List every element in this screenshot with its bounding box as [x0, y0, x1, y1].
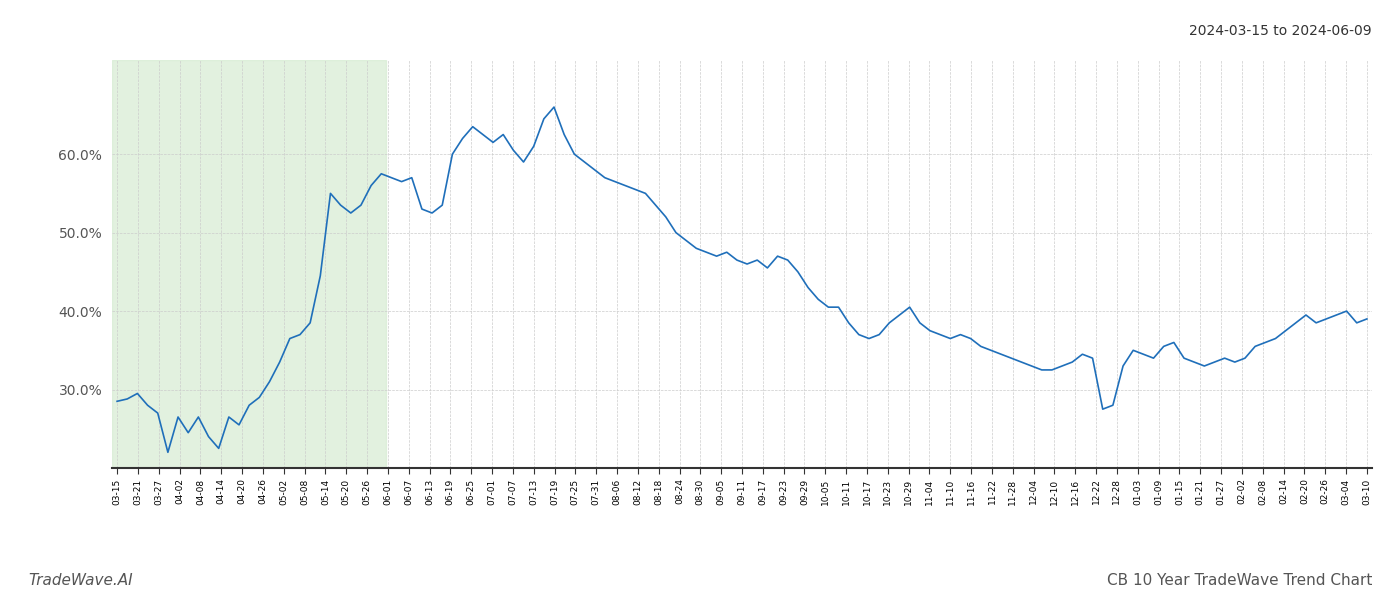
Text: TradeWave.AI: TradeWave.AI	[28, 573, 133, 588]
Text: 2024-03-15 to 2024-06-09: 2024-03-15 to 2024-06-09	[1190, 24, 1372, 38]
Bar	[112, 60, 386, 468]
Text: CB 10 Year TradeWave Trend Chart: CB 10 Year TradeWave Trend Chart	[1106, 573, 1372, 588]
